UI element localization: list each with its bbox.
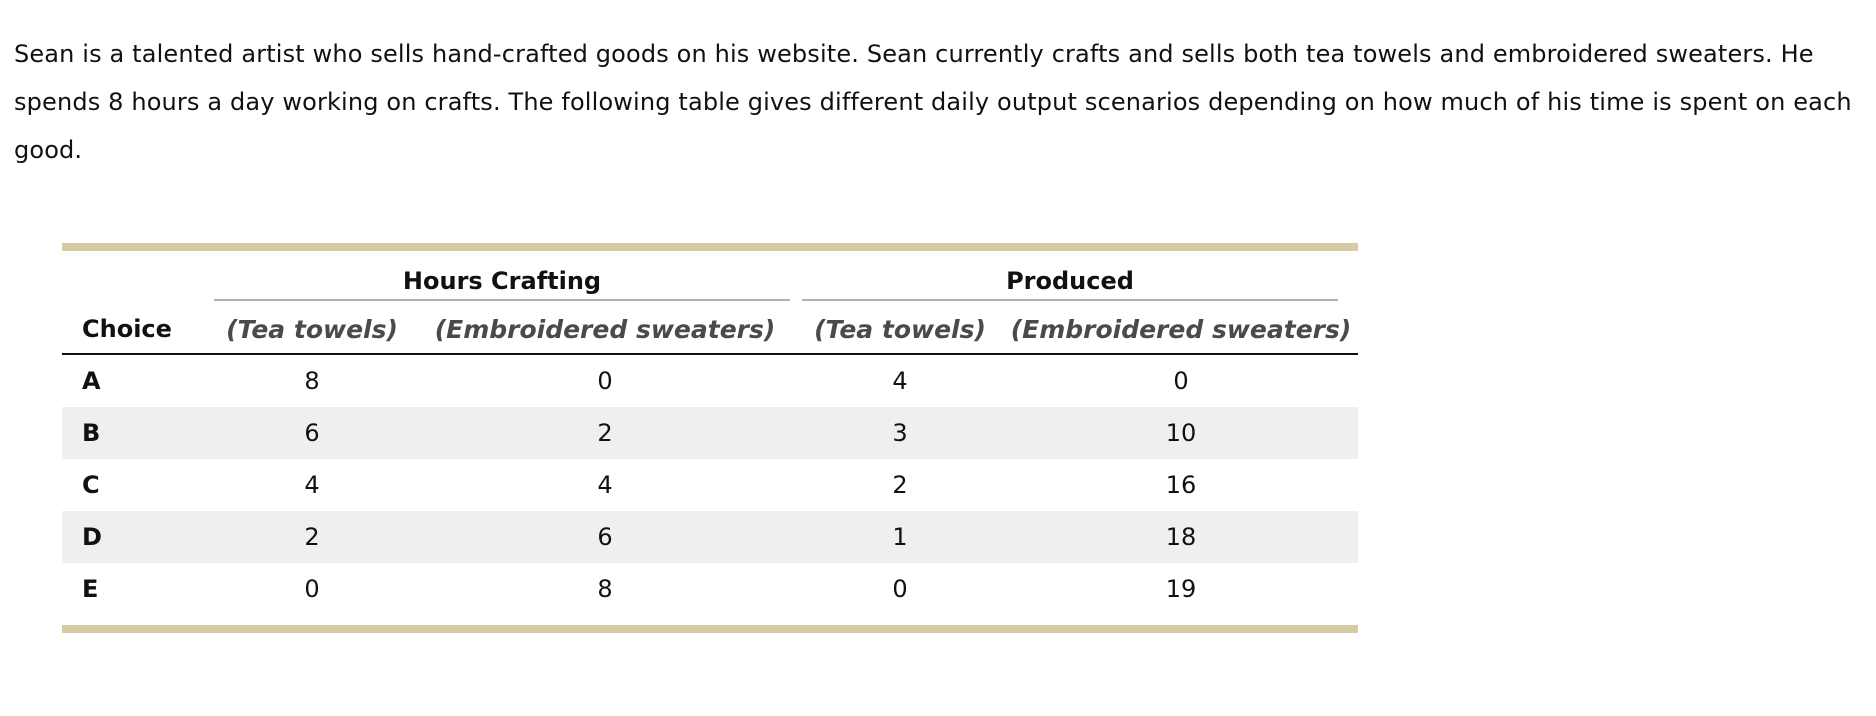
choice-cell: C xyxy=(82,471,100,499)
produced-tea-cell: 3 xyxy=(796,407,1004,459)
hours-tea-cell: 6 xyxy=(210,407,414,459)
table-bottom-spacing xyxy=(62,615,1358,625)
group-header-spacer xyxy=(62,251,210,305)
group-header-hours: Hours Crafting xyxy=(210,251,796,305)
column-header-row: Choice (Tea towels) (Embroidered sweater… xyxy=(62,305,1358,355)
produced-sweaters-cell: 19 xyxy=(1165,575,1197,603)
produced-tea-cell: 0 xyxy=(892,575,908,603)
column-header-produced-tea: (Tea towels) xyxy=(796,305,1004,355)
production-table: Hours Crafting Produced Choice (Tea towe… xyxy=(62,243,1358,633)
hours-tea-cell: 2 xyxy=(210,511,414,563)
choice-cell: B xyxy=(62,407,210,459)
choice-cell: D xyxy=(62,511,210,563)
hours-sweaters-cell: 8 xyxy=(597,575,613,603)
produced-tea-cell: 1 xyxy=(796,511,1004,563)
table-row: B 6 2 3 10 xyxy=(62,407,1358,459)
table-row: A 8 0 4 0 xyxy=(62,354,1358,407)
group-header-produced: Produced xyxy=(796,251,1358,305)
group-header-produced-label: Produced xyxy=(802,267,1338,301)
column-header-choice: Choice xyxy=(62,305,210,355)
produced-tea-cell: 2 xyxy=(892,471,908,499)
produced-sweaters-cell: 10 xyxy=(1004,407,1358,459)
column-header-hours-tea: (Tea towels) xyxy=(210,305,414,355)
table-top-rule xyxy=(62,243,1358,251)
table-row: D 2 6 1 18 xyxy=(62,511,1358,563)
hours-tea-cell: 0 xyxy=(304,575,320,603)
hours-sweaters-cell: 6 xyxy=(414,511,796,563)
choice-cell: A xyxy=(82,367,101,395)
column-header-produced-sweaters: (Embroidered sweaters) xyxy=(1004,305,1358,355)
produced-sweaters-cell: 16 xyxy=(1165,471,1197,499)
production-scenarios-table: Hours Crafting Produced Choice (Tea towe… xyxy=(62,251,1358,615)
group-header-hours-label: Hours Crafting xyxy=(214,267,790,301)
column-header-hours-sweaters: (Embroidered sweaters) xyxy=(414,305,796,355)
produced-sweaters-cell: 18 xyxy=(1004,511,1358,563)
hours-tea-cell: 4 xyxy=(304,471,320,499)
table-row: C 4 4 2 16 xyxy=(62,459,1358,511)
choice-cell: E xyxy=(82,575,99,603)
table-row: E 0 8 0 19 xyxy=(62,563,1358,615)
hours-sweaters-cell: 0 xyxy=(597,367,613,395)
group-header-row: Hours Crafting Produced xyxy=(62,251,1358,305)
produced-sweaters-cell: 0 xyxy=(1173,367,1189,395)
hours-tea-cell: 8 xyxy=(304,367,320,395)
intro-paragraph: Sean is a talented artist who sells hand… xyxy=(14,40,1852,164)
hours-sweaters-cell: 2 xyxy=(414,407,796,459)
hours-sweaters-cell: 4 xyxy=(597,471,613,499)
table-bottom-rule xyxy=(62,625,1358,633)
produced-tea-cell: 4 xyxy=(892,367,908,395)
